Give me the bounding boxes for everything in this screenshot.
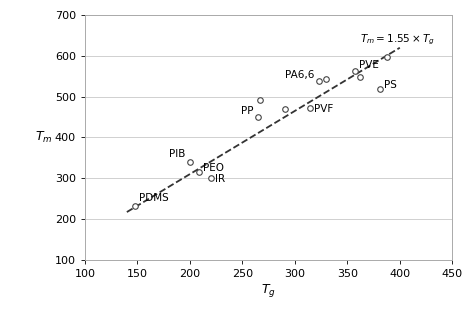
Text: PA6,6: PA6,6 — [285, 70, 315, 80]
Text: PS: PS — [384, 80, 397, 90]
Text: PEO: PEO — [203, 163, 225, 173]
Text: IR: IR — [215, 173, 225, 184]
Text: $T_m = 1.55 \times T_g$: $T_m = 1.55 \times T_g$ — [360, 32, 435, 47]
Text: PVE: PVE — [359, 60, 379, 70]
Y-axis label: $T_m$: $T_m$ — [35, 130, 52, 145]
Text: PVF: PVF — [314, 104, 333, 114]
Text: PDMS: PDMS — [139, 193, 169, 204]
Text: PP: PP — [241, 106, 254, 116]
Text: PIB: PIB — [169, 149, 186, 160]
X-axis label: $T_g$: $T_g$ — [261, 282, 276, 299]
